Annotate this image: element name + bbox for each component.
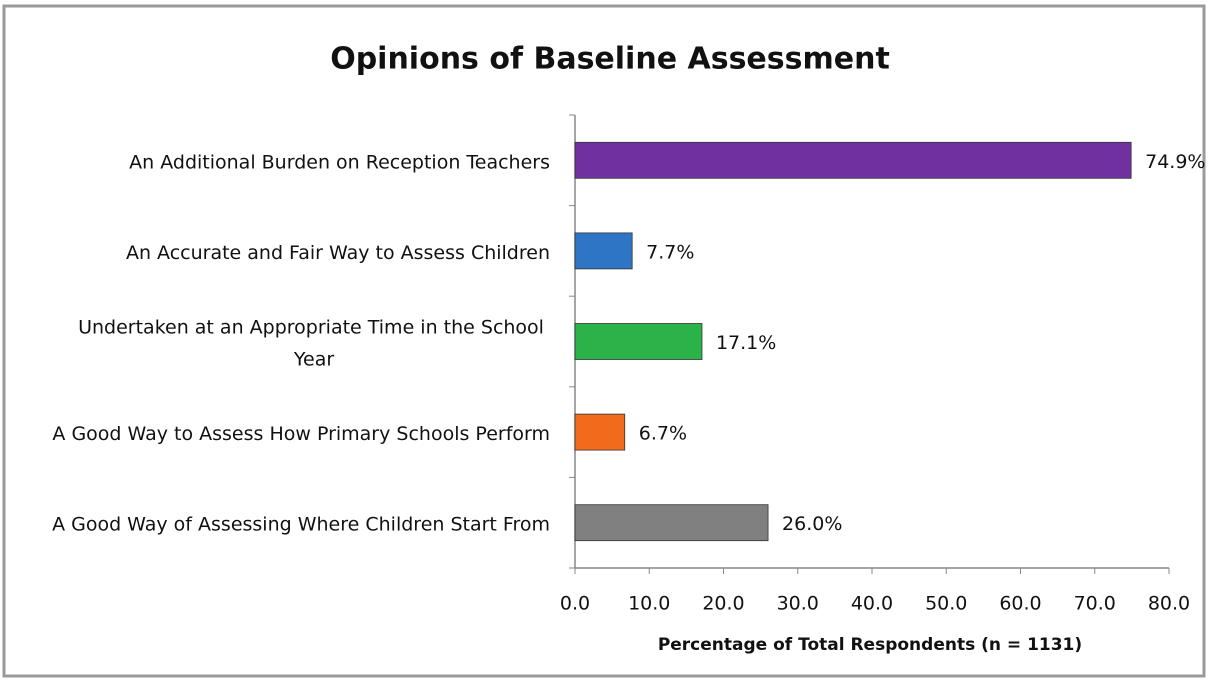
bar [574, 504, 769, 542]
chart-title: Opinions of Baseline Assessment [330, 42, 890, 77]
x-tick-label: 20.0 [702, 593, 744, 615]
bar [574, 413, 626, 451]
label-line: A Good Way of Assessing Where Children S… [52, 513, 550, 535]
bar [574, 141, 1132, 179]
x-tick-label: 70.0 [1074, 593, 1116, 615]
x-axis-title: Percentage of Total Respondents (n = 113… [658, 635, 1082, 655]
x-tick-label: 30.0 [777, 593, 819, 615]
bar [574, 323, 703, 360]
y-tick-label: A Good Way to Assess How Primary Schools… [52, 423, 550, 445]
x-tick-label: 50.0 [925, 593, 967, 615]
value-label: 26.0% [782, 513, 842, 535]
value-label: 7.7% [646, 241, 694, 263]
x-tick-label: 60.0 [999, 593, 1041, 615]
label-line: Undertaken at an Appropriate Time in the… [78, 316, 550, 338]
value-label: 74.9% [1145, 151, 1205, 173]
bar [574, 232, 633, 270]
y-tick-label: Undertaken at an Appropriate Time in the… [78, 316, 550, 370]
y-tick-label: An Accurate and Fair Way to Assess Child… [126, 241, 550, 263]
label-line: A Good Way to Assess How Primary Schools… [52, 423, 550, 445]
y-tick-label: A Good Way of Assessing Where Children S… [52, 513, 550, 535]
y-tick-label: An Additional Burden on Reception Teache… [129, 151, 550, 173]
label-line: Year [293, 348, 334, 370]
x-tick-label: 40.0 [851, 593, 893, 615]
label-line: An Additional Burden on Reception Teache… [129, 151, 550, 173]
x-tick-label: 80.0 [1148, 593, 1190, 615]
label-line: An Accurate and Fair Way to Assess Child… [126, 241, 550, 263]
value-label: 6.7% [639, 423, 687, 445]
x-tick-label: 0.0 [560, 593, 590, 615]
value-label: 17.1% [716, 332, 776, 354]
x-tick-label: 10.0 [628, 593, 670, 615]
